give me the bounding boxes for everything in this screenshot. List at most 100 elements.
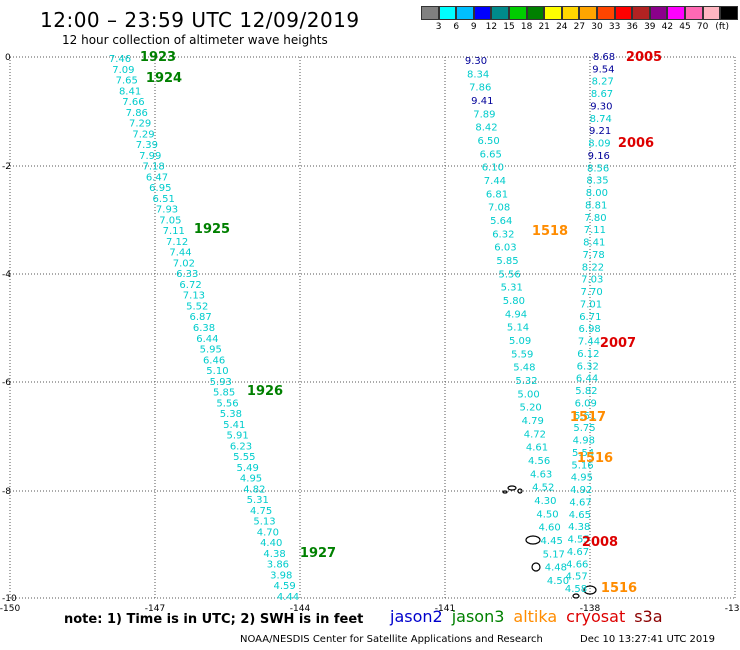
time-label: 1516 bbox=[601, 581, 637, 596]
swh-value: 7.18 bbox=[142, 162, 164, 173]
color-cell bbox=[649, 6, 668, 20]
satellite-legend: jason2 jason3 altika cryosat s3a bbox=[390, 607, 672, 626]
swh-value: 6.33 bbox=[176, 269, 198, 280]
swh-value: 4.38 bbox=[568, 522, 590, 533]
color-scale-label: 33 bbox=[608, 22, 621, 32]
swh-value: 7.86 bbox=[126, 108, 148, 119]
swh-value: 7.08 bbox=[488, 203, 510, 214]
color-cell bbox=[702, 6, 721, 20]
swh-value: 4.67 bbox=[569, 497, 591, 508]
generated-timestamp: Dec 10 13:27:41 UTC 2019 bbox=[580, 634, 715, 645]
swh-value: 4.65 bbox=[569, 510, 591, 521]
lat-tick-label: -8 bbox=[2, 487, 11, 497]
swh-value: 6.65 bbox=[480, 149, 502, 160]
swh-value: 4.79 bbox=[522, 416, 544, 427]
swh-value: 8.09 bbox=[588, 139, 610, 150]
page-subtitle: 12 hour collection of altimeter wave hei… bbox=[62, 33, 328, 47]
swh-value: 4.75 bbox=[250, 506, 272, 517]
legend-entry: jason2 bbox=[390, 607, 443, 626]
swh-value: 6.03 bbox=[494, 243, 516, 254]
island-outline bbox=[583, 585, 597, 595]
swh-value: 8.42 bbox=[475, 123, 497, 134]
swh-value: 5.80 bbox=[503, 296, 525, 307]
color-scale-label: 39 bbox=[644, 22, 656, 32]
swh-value: 4.50 bbox=[547, 576, 569, 587]
swh-value: 6.32 bbox=[577, 361, 599, 372]
color-scale-label: 18 bbox=[520, 22, 533, 32]
swh-value: 9.16 bbox=[588, 151, 610, 162]
swh-value: 4.55 bbox=[567, 535, 589, 546]
swh-value: 6.47 bbox=[146, 172, 168, 183]
swh-value: 6.32 bbox=[492, 229, 514, 240]
swh-value: 7.78 bbox=[582, 250, 604, 261]
swh-value: 7.39 bbox=[136, 140, 158, 151]
color-scale-label: 42 bbox=[661, 22, 674, 32]
color-cell bbox=[438, 6, 457, 20]
swh-value: 5.13 bbox=[253, 517, 275, 528]
swh-value: 8.27 bbox=[592, 77, 614, 88]
color-scale-label: 27 bbox=[573, 22, 586, 32]
swh-value: 3.86 bbox=[267, 560, 289, 571]
lat-tick-label: -4 bbox=[2, 270, 11, 280]
swh-value: 4.57 bbox=[566, 572, 588, 583]
legend-entry: altika bbox=[513, 607, 558, 626]
color-cell bbox=[544, 6, 562, 20]
swh-value: 8.68 bbox=[593, 52, 615, 63]
swh-value: 6.72 bbox=[179, 280, 201, 291]
time-label: 1517 bbox=[570, 410, 606, 425]
legend-entry: jason3 bbox=[451, 607, 505, 626]
swh-value: 4.95 bbox=[571, 473, 593, 484]
island-outline bbox=[502, 490, 508, 494]
swh-value: 7.01 bbox=[580, 299, 602, 310]
swh-value: 7.44 bbox=[484, 176, 506, 187]
swh-value: 7.99 bbox=[139, 151, 161, 162]
swh-value: 5.48 bbox=[513, 363, 535, 374]
swh-value: 9.30 bbox=[465, 56, 487, 67]
swh-value: 8.56 bbox=[587, 163, 609, 174]
swh-value: 5.52 bbox=[186, 301, 208, 312]
swh-value: 4.58 bbox=[565, 584, 587, 595]
swh-value: 5.41 bbox=[223, 420, 245, 431]
color-cell bbox=[614, 6, 633, 20]
island-outline bbox=[507, 485, 517, 491]
color-scale-label: 70 bbox=[696, 22, 709, 32]
swh-value: 7.05 bbox=[159, 215, 181, 226]
swh-value: 9.21 bbox=[589, 126, 611, 137]
swh-value: 3.98 bbox=[270, 570, 292, 581]
swh-value: 4.66 bbox=[566, 559, 588, 570]
note-text: note: 1) Time is in UTC; 2) SWH is in fe… bbox=[64, 612, 364, 627]
lat-tick-label: -6 bbox=[2, 378, 11, 388]
swh-value: 9.54 bbox=[592, 64, 614, 75]
swh-value: 6.46 bbox=[203, 355, 225, 366]
swh-value: 7.66 bbox=[122, 97, 144, 108]
swh-value: 6.12 bbox=[577, 349, 599, 360]
swh-value: 5.85 bbox=[213, 388, 235, 399]
swh-value: 7.29 bbox=[129, 119, 151, 130]
swh-value: 4.92 bbox=[570, 485, 592, 496]
swh-value: 7.13 bbox=[183, 291, 205, 302]
swh-value: 5.91 bbox=[226, 431, 248, 442]
swh-value: 8.81 bbox=[585, 200, 607, 211]
swh-value: 7.65 bbox=[116, 76, 138, 87]
swh-value: 7.93 bbox=[156, 205, 178, 216]
swh-value: 4.50 bbox=[536, 509, 558, 520]
swh-value: 9.30 bbox=[590, 101, 612, 112]
swh-value: 4.70 bbox=[257, 527, 279, 538]
swh-value: 5.32 bbox=[515, 376, 537, 387]
swh-value: 4.98 bbox=[573, 436, 595, 447]
swh-value: 5.95 bbox=[200, 345, 222, 356]
swh-value: 5.38 bbox=[220, 409, 242, 420]
swh-value: 5.75 bbox=[573, 423, 595, 434]
time-label: 2006 bbox=[618, 136, 654, 151]
swh-value: 6.44 bbox=[576, 374, 598, 385]
swh-value: 4.56 bbox=[528, 456, 550, 467]
time-label: 1927 bbox=[300, 546, 336, 561]
island-outline bbox=[517, 488, 523, 494]
color-scale-label: 36 bbox=[626, 22, 638, 32]
swh-value: 7.70 bbox=[580, 287, 602, 298]
swh-value: 5.59 bbox=[511, 349, 533, 360]
swh-value: 7.46 bbox=[109, 54, 131, 65]
swh-value: 6.81 bbox=[486, 189, 508, 200]
color-scale-label: 15 bbox=[503, 22, 515, 32]
swh-value: 8.34 bbox=[467, 69, 489, 80]
